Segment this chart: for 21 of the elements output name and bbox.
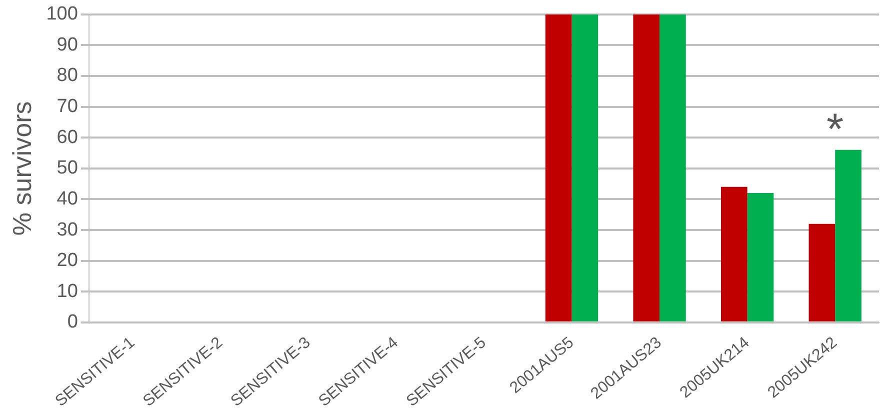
y-tick-label: 80 — [56, 65, 78, 86]
y-tick-label: 100 — [46, 4, 78, 25]
bar — [808, 224, 836, 322]
y-tick-label: 10 — [56, 280, 78, 302]
y-tick-label: 20 — [56, 250, 78, 272]
bar — [835, 150, 862, 322]
annotation: * — [826, 105, 844, 154]
y-tick-label: 30 — [56, 219, 78, 240]
bar — [545, 14, 572, 322]
y-tick-label: 90 — [56, 34, 78, 56]
y-tick-label: 50 — [56, 158, 78, 179]
bar — [720, 186, 748, 322]
y-tick-label: 0 — [67, 312, 78, 333]
y-axis-title: % survivors — [6, 101, 37, 236]
y-tick-label: 60 — [56, 126, 78, 148]
bar — [747, 193, 774, 322]
y-tick-label: 40 — [56, 188, 78, 210]
bar — [633, 14, 660, 322]
y-tick-label: 70 — [56, 96, 78, 118]
bar — [660, 14, 686, 322]
bar — [572, 14, 598, 322]
